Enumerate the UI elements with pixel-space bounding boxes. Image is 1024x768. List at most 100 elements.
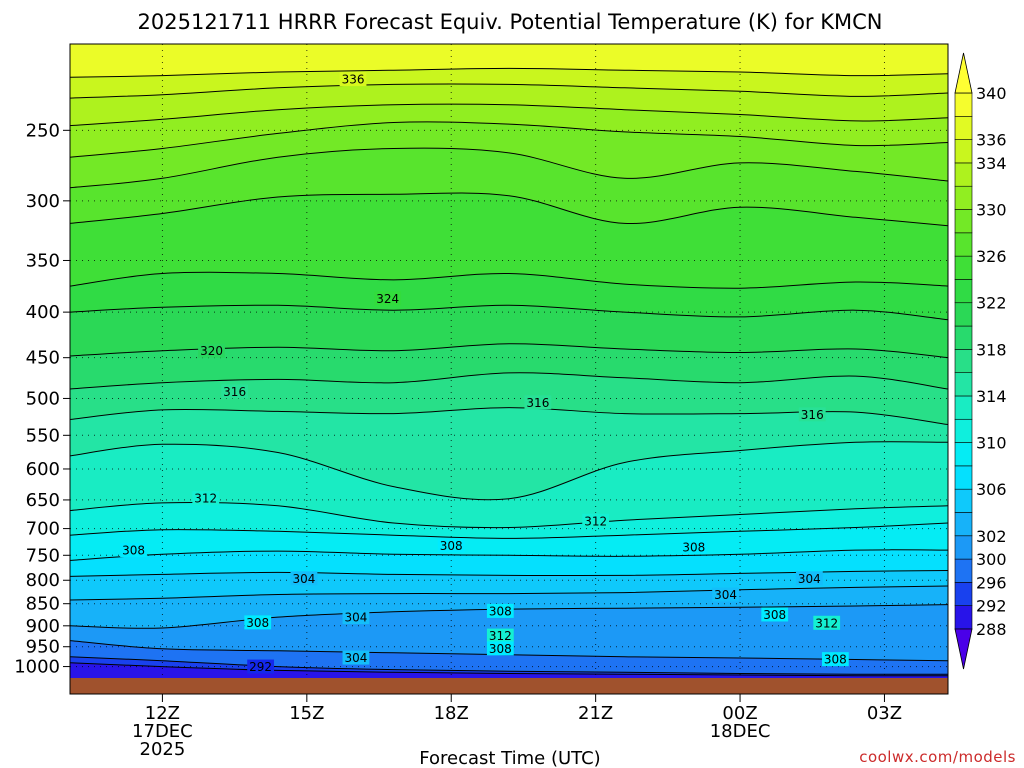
y-tick-label: 650 bbox=[26, 490, 60, 511]
contour-label: 312 bbox=[813, 615, 841, 630]
isotherm-324 bbox=[70, 271, 948, 289]
contour-label-text: 304 bbox=[798, 572, 821, 586]
contour-label-bg bbox=[120, 543, 147, 558]
colorbar-label: 296 bbox=[976, 573, 1007, 592]
contour-label-text: 312 bbox=[489, 629, 512, 643]
colorbar-segment bbox=[954, 279, 973, 304]
y-tick-label: 1000 bbox=[14, 657, 60, 678]
contour-label-bg bbox=[244, 615, 272, 630]
x-tick-label: 00Z bbox=[722, 703, 757, 724]
isotherm-296 bbox=[70, 656, 948, 675]
colorbar-segment bbox=[954, 488, 973, 513]
colorbar-segment bbox=[954, 232, 973, 257]
colorbar-segment bbox=[954, 512, 973, 537]
contour-label-bg bbox=[486, 603, 514, 618]
ground-surface bbox=[70, 678, 948, 694]
isotherm-332 bbox=[70, 103, 948, 127]
contour-label: 308 bbox=[761, 607, 789, 622]
y-tick-label: 850 bbox=[26, 594, 60, 615]
contour-label: 308 bbox=[680, 539, 708, 554]
y-tick-label: 300 bbox=[26, 191, 60, 212]
colorbar-segment bbox=[954, 302, 973, 327]
x-tick-label: 15Z bbox=[289, 703, 324, 724]
contour-label-text: 292 bbox=[249, 660, 272, 674]
colorbar-label: 292 bbox=[976, 597, 1007, 616]
x-tick-label: 18Z bbox=[434, 703, 469, 724]
y-tick-label: 700 bbox=[26, 519, 60, 540]
contour-label-text: 308 bbox=[824, 653, 847, 667]
colorbar-label: 302 bbox=[976, 527, 1007, 546]
band-316 bbox=[70, 407, 948, 500]
x-tick-label: 12Z bbox=[145, 703, 180, 724]
colorbar-label: 334 bbox=[976, 154, 1007, 173]
colorbar-segment bbox=[954, 372, 973, 397]
contour-label-text: 312 bbox=[815, 616, 838, 630]
contour-label: 308 bbox=[120, 543, 147, 558]
contour-label: 304 bbox=[712, 587, 740, 602]
band-308 bbox=[70, 549, 948, 577]
contour-label: 308 bbox=[486, 603, 514, 618]
band-324 bbox=[70, 272, 948, 320]
contour-label-bg bbox=[761, 607, 789, 622]
x-tick-label: 03Z bbox=[867, 703, 902, 724]
isotherm-314 bbox=[70, 441, 948, 501]
isotherm-322 bbox=[70, 304, 948, 321]
credit-text: coolwx.com/models bbox=[859, 748, 1016, 766]
x-tick-label: 21Z bbox=[578, 703, 613, 724]
band-300 bbox=[70, 640, 948, 675]
y-tick-label: 400 bbox=[26, 302, 60, 323]
band-330 bbox=[70, 121, 948, 188]
contour-label-bg bbox=[712, 587, 740, 602]
contour-label-text: 304 bbox=[344, 611, 367, 625]
x-tick-label: 18DEC bbox=[710, 721, 771, 742]
colorbar-segment bbox=[954, 116, 973, 140]
contour-label-bg bbox=[582, 513, 610, 528]
y-tick-label: 800 bbox=[26, 570, 60, 591]
contour-label-text: 308 bbox=[246, 616, 269, 630]
y-tick-label: 350 bbox=[26, 250, 60, 271]
isotherm-336 bbox=[70, 67, 948, 78]
contour-label-text: 316 bbox=[223, 385, 246, 399]
contour-label-bg bbox=[221, 384, 249, 399]
colorbar-label: 300 bbox=[976, 550, 1007, 569]
y-tick-label: 500 bbox=[26, 388, 60, 409]
y-tick-label: 950 bbox=[26, 637, 60, 658]
contour-label-text: 336 bbox=[342, 73, 365, 87]
colorbar-min-arrow bbox=[954, 628, 973, 670]
band-328 bbox=[70, 148, 948, 226]
band-306 bbox=[70, 570, 948, 600]
colorbar-label: 336 bbox=[976, 131, 1007, 150]
colorbar-max-arrow bbox=[954, 52, 973, 94]
y-tick-label: 250 bbox=[26, 120, 60, 141]
contour-label-text: 312 bbox=[584, 514, 607, 528]
colorbar-segment bbox=[954, 209, 973, 234]
colorbar-segment bbox=[954, 395, 973, 420]
isotherm-318 bbox=[70, 372, 948, 390]
band-296 bbox=[70, 656, 948, 676]
contour-label: 308 bbox=[437, 538, 465, 553]
isotherm-310 bbox=[70, 522, 948, 539]
colorbar-segment bbox=[954, 139, 973, 164]
colorbar-label: 314 bbox=[976, 387, 1007, 406]
contour-label-text: 308 bbox=[122, 544, 145, 558]
band-322 bbox=[70, 305, 948, 358]
contour-label-bg bbox=[290, 571, 318, 586]
contour-label-text: 308 bbox=[682, 540, 705, 554]
colorbar-segment bbox=[954, 605, 973, 630]
colorbar-label: 326 bbox=[976, 247, 1007, 266]
contour-label-bg bbox=[342, 610, 370, 625]
contour-label-bg bbox=[198, 343, 225, 358]
y-tick-label: 900 bbox=[26, 616, 60, 637]
contour-label: 312 bbox=[192, 491, 220, 506]
colorbar-label: 306 bbox=[976, 480, 1007, 499]
contour-label: 320 bbox=[198, 343, 225, 358]
contour-label-bg bbox=[374, 291, 402, 306]
band-314 bbox=[70, 441, 948, 528]
contour-label: 316 bbox=[524, 395, 552, 410]
isotherm-304 bbox=[70, 585, 948, 601]
contour-label: 292 bbox=[247, 659, 275, 674]
contour-label-text: 316 bbox=[526, 396, 549, 410]
contour-label: 308 bbox=[244, 615, 272, 630]
contour-label: 312 bbox=[486, 628, 514, 643]
